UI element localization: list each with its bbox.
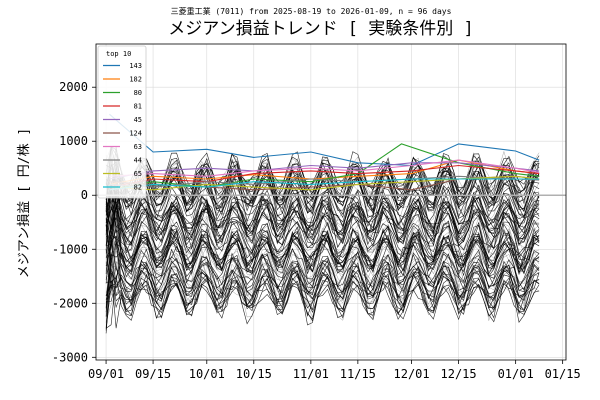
background-series-line xyxy=(105,187,540,240)
background-series-line xyxy=(105,237,540,296)
series-line-45 xyxy=(109,162,540,180)
background-series-line xyxy=(105,224,540,281)
background-series-line xyxy=(105,184,540,253)
plot-area: top 10 143 182 80 81 45 124 63 44 65 82 xyxy=(95,43,567,361)
x-tick-label: 09/15 xyxy=(135,367,171,381)
background-series-line xyxy=(105,270,540,334)
background-series-line xyxy=(105,243,540,307)
x-tick-label: 01/01 xyxy=(498,367,534,381)
chart-subtitle: 三菱重工業 (7011) from 2025-08-19 to 2026-01-… xyxy=(171,6,452,16)
x-tick-label: 10/01 xyxy=(189,367,225,381)
background-series-line xyxy=(105,192,540,259)
series-line-65 xyxy=(109,175,540,191)
legend-entry: 143 xyxy=(129,62,142,70)
legend-entry: 44 xyxy=(134,157,142,165)
background-series-line xyxy=(105,269,540,331)
x-tick-label: 10/15 xyxy=(236,367,272,381)
background-series-line xyxy=(105,168,540,224)
background-series-line xyxy=(105,145,540,196)
background-series-line xyxy=(105,201,540,270)
legend-entry: 63 xyxy=(134,143,142,151)
chart-title: メジアン損益トレンド [ 実験条件別 ] xyxy=(168,19,474,39)
x-tick-label: 01/15 xyxy=(545,367,581,381)
legend-entry: 81 xyxy=(134,103,142,111)
x-tick-label: 09/01 xyxy=(88,367,124,381)
y-axis-label: メジアン損益 [ 円/株 ] xyxy=(17,128,32,278)
background-series-line xyxy=(105,146,540,210)
background-series-line xyxy=(105,204,540,278)
y-axis-ticks: -3000 -2000 -1000 0 1000 2000 xyxy=(52,80,96,364)
y-tick-label: -2000 xyxy=(52,296,88,310)
series-line-81 xyxy=(109,164,540,188)
x-tick-label: 11/01 xyxy=(293,367,329,381)
y-tick-label: -3000 xyxy=(52,350,88,364)
background-series-line xyxy=(105,146,540,201)
background-series-line xyxy=(105,190,540,232)
legend-entry: 45 xyxy=(134,116,142,124)
legend-entry: 65 xyxy=(134,170,142,178)
legend-entry: 80 xyxy=(134,89,142,97)
legend-entry: 182 xyxy=(129,76,142,84)
series-line-82 xyxy=(109,178,540,191)
background-series-line xyxy=(105,155,540,208)
x-tick-label: 11/15 xyxy=(340,367,376,381)
legend-entry: 82 xyxy=(134,184,142,192)
background-series-line xyxy=(105,158,540,210)
background-series-line xyxy=(105,232,540,281)
x-tick-label: 12/01 xyxy=(394,367,430,381)
background-series-layer xyxy=(105,145,540,334)
series-line-63 xyxy=(109,159,540,177)
y-tick-label: 0 xyxy=(81,188,88,202)
x-axis-ticks: 09/01 09/15 10/01 10/15 11/01 11/15 12/01 12/15… xyxy=(88,360,581,381)
x-tick-label: 12/15 xyxy=(441,367,477,381)
series-line-143 xyxy=(109,113,540,167)
background-series-line xyxy=(105,250,540,297)
y-tick-label: 2000 xyxy=(59,80,88,94)
plot-frame xyxy=(95,43,567,361)
legend-title: top 10 xyxy=(106,50,131,58)
legend: top 10 143 182 80 81 45 124 63 44 65 82 xyxy=(97,45,147,199)
background-series-line xyxy=(105,257,540,309)
legend-entry: 124 xyxy=(129,130,142,138)
y-tick-label: 1000 xyxy=(59,134,88,148)
top-series-layer xyxy=(109,113,540,191)
background-series-line xyxy=(105,260,540,311)
background-series-line xyxy=(106,242,540,288)
background-series-line xyxy=(105,239,540,317)
y-tick-label: -1000 xyxy=(52,242,88,256)
background-series-line xyxy=(105,180,540,223)
